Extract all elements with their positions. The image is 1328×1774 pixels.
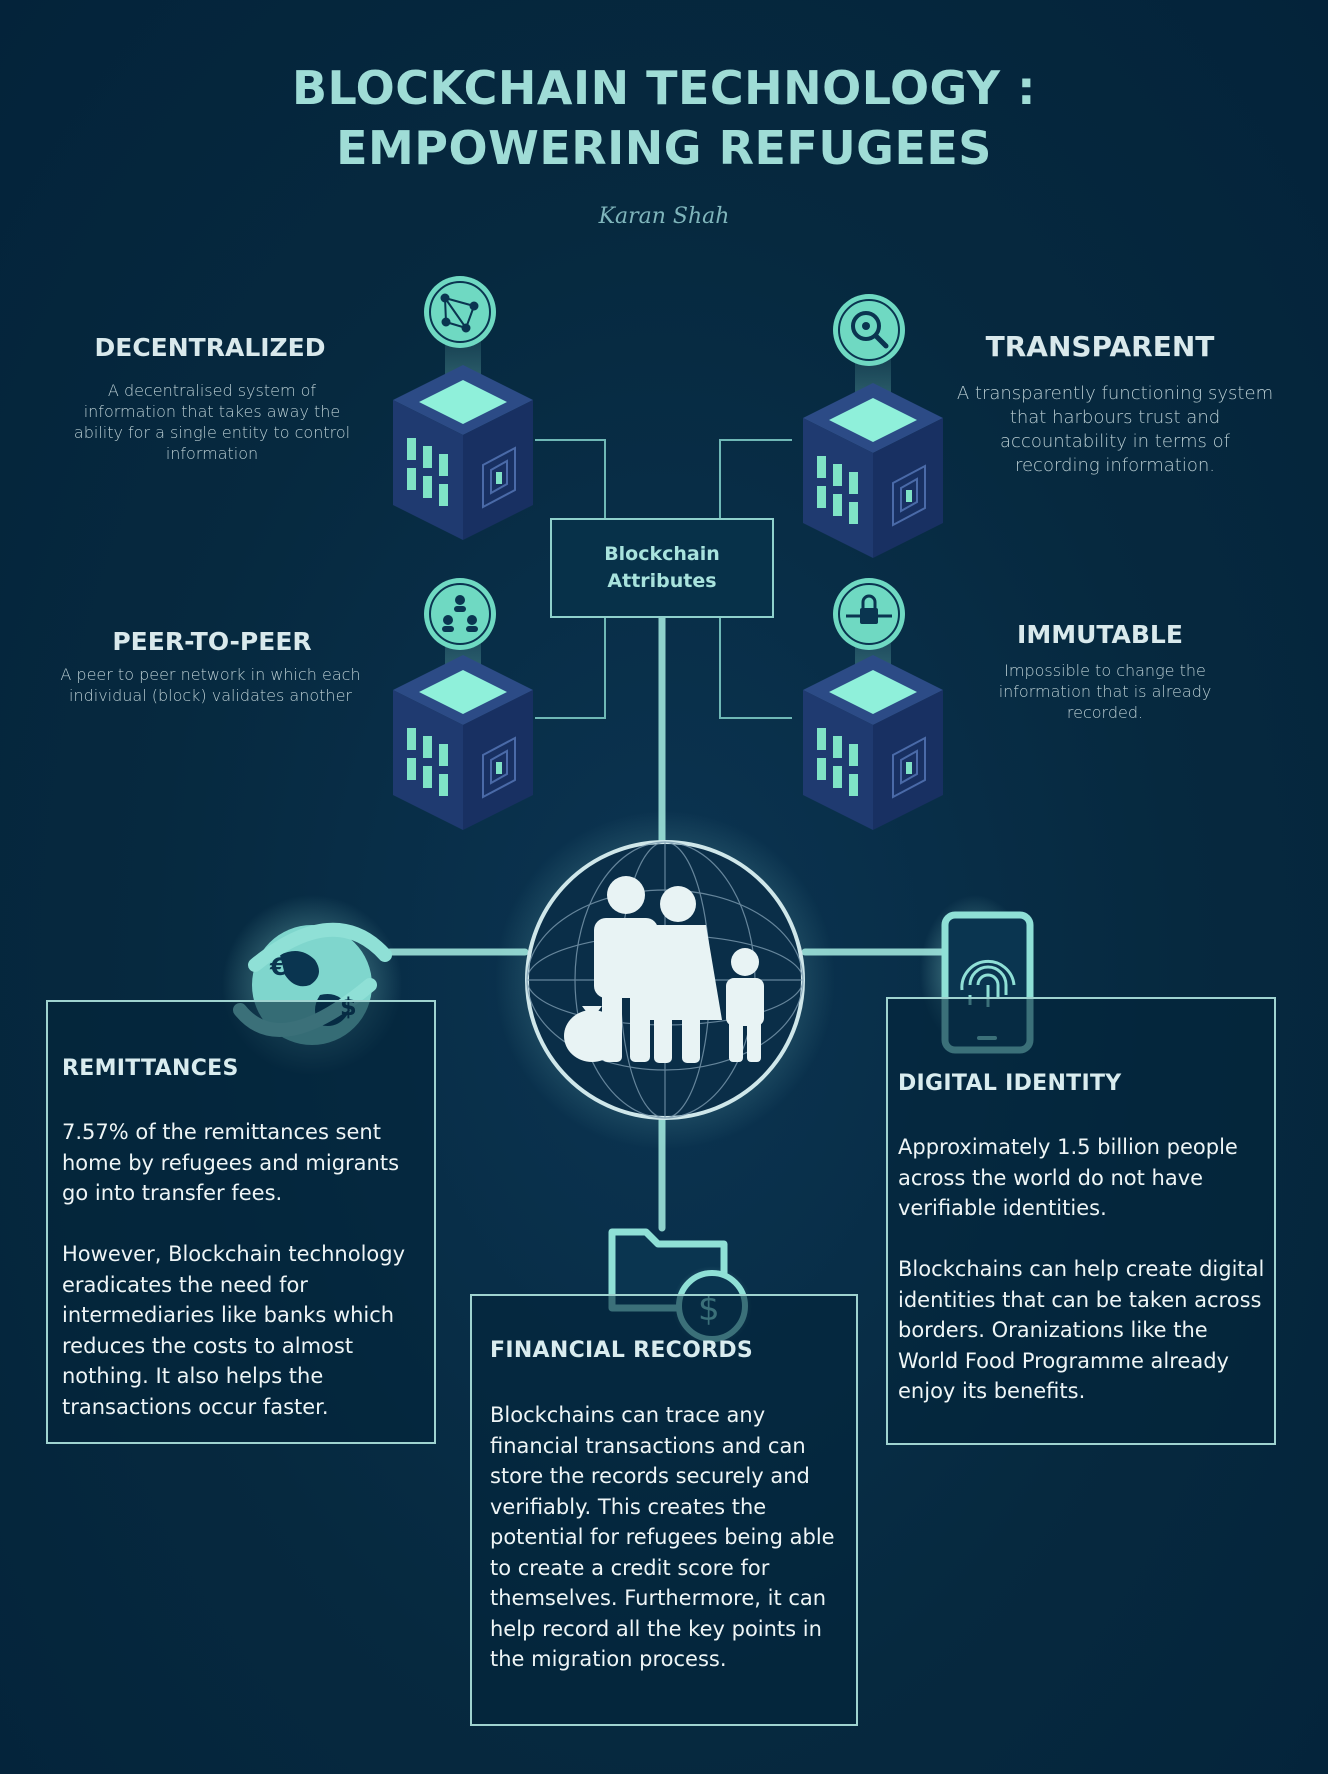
decentralized-description: A decentralised system of information th… xyxy=(73,381,351,463)
remittances-text: 7.57% of the remittances sent home by re… xyxy=(62,1120,406,1419)
title-line-2: EMPOWERING REFUGEES xyxy=(336,121,992,175)
title-line-1: BLOCKCHAIN TECHNOLOGY : xyxy=(291,61,1037,115)
page-title: BLOCKCHAIN TECHNOLOGY : EMPOWERING REFUG… xyxy=(0,58,1328,178)
financial-records-text: Blockchains can trace any financial tran… xyxy=(490,1403,835,1671)
search-eye-icon xyxy=(833,294,905,366)
lock-chain-icon xyxy=(833,578,905,650)
people-network-icon xyxy=(424,578,496,650)
decentralized-title: DECENTRALIZED xyxy=(94,333,326,362)
remittances-title: REMITTANCES xyxy=(62,1056,239,1081)
transparent-description: A transparently functioning system that … xyxy=(956,383,1274,476)
digital-identity-title: DIGITAL IDENTITY xyxy=(898,1071,1122,1096)
immutable-title: IMMUTABLE xyxy=(1017,620,1183,649)
blockchain-attributes-box: Blockchain Attributes xyxy=(550,518,774,618)
transparent-title: TRANSPARENT xyxy=(985,330,1215,363)
financial-records-card: FINANCIAL RECORDS Blockchains can trace … xyxy=(470,1294,858,1726)
financial-records-title: FINANCIAL RECORDS xyxy=(490,1338,754,1363)
svg-text:€: € xyxy=(269,953,287,981)
peer-to-peer-description: A peer to peer network in which each ind… xyxy=(60,665,361,705)
remittances-card: REMITTANCES 7.57% of the remittances sen… xyxy=(46,1000,436,1444)
immutable-description: Impossible to change the information tha… xyxy=(998,661,1212,722)
family-globe-icon xyxy=(495,810,835,1150)
author-name: Karan Shah xyxy=(598,204,730,229)
blockchain-attributes-label: Blockchain Attributes xyxy=(604,543,720,592)
network-icon xyxy=(424,276,496,348)
digital-identity-card: DIGITAL IDENTITY Approximately 1.5 billi… xyxy=(886,997,1276,1445)
digital-identity-text: Approximately 1.5 billion people across … xyxy=(898,1135,1265,1403)
peer-to-peer-title: PEER-TO-PEER xyxy=(112,627,312,656)
